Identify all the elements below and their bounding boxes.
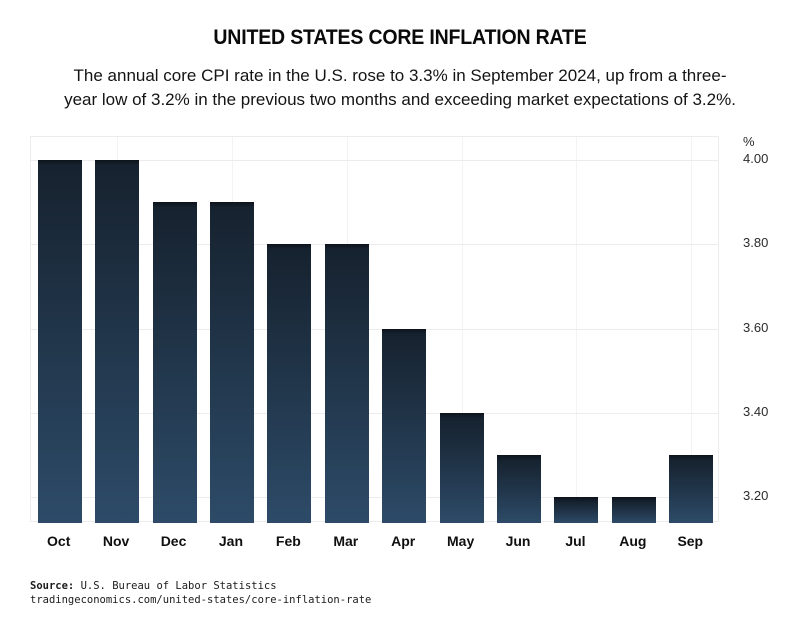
bar-feb — [267, 244, 312, 523]
source-footer: Source: U.S. Bureau of Labor Statistics … — [30, 579, 371, 607]
bar-jul — [554, 496, 599, 523]
x-tick-nov: Nov — [102, 533, 130, 549]
bar-dec — [152, 202, 197, 523]
x-tick-jun: Jun — [505, 533, 531, 549]
x-tick-mar: Mar — [333, 533, 359, 549]
x-tick-jul: Jul — [565, 533, 586, 549]
bar-nov — [95, 160, 140, 523]
bar-apr — [382, 328, 427, 523]
y-tick-3.40: 3.40 — [743, 403, 769, 419]
y-tick-3.60: 3.60 — [743, 319, 769, 335]
x-tick-jan: Jan — [218, 533, 244, 549]
subtitle-line-2: year low of 3.2% in the previous two mon… — [64, 90, 736, 109]
bar-aug — [611, 496, 656, 523]
x-tick-sep: Sep — [677, 533, 704, 549]
bar-mar — [324, 244, 369, 523]
gridline-h — [31, 328, 718, 330]
source-label: Source: — [30, 580, 75, 592]
y-tick-3.80: 3.80 — [743, 235, 769, 251]
gridline-h — [31, 496, 718, 498]
x-tick-may: May — [447, 533, 475, 549]
x-tick-oct: Oct — [47, 533, 71, 549]
x-tick-aug: Aug — [619, 533, 647, 549]
chart-subtitle: The annual core CPI rate in the U.S. ros… — [0, 64, 800, 112]
bar-jun — [497, 454, 542, 523]
x-axis: Oct Nov Dec Jan Feb Mar Apr May Jun Jul Aug Sep — [30, 522, 719, 558]
x-tick-apr: Apr — [391, 533, 416, 549]
gridline-h — [31, 244, 718, 246]
bar-chart: % 4.00 3.80 3.60 3.40 3.20 Oct Nov Dec Jan Feb Ma… — [30, 134, 768, 549]
bar-jan — [209, 202, 254, 523]
y-axis: % 4.00 3.80 3.60 3.40 3.20 — [719, 134, 789, 522]
source-line: Source: U.S. Bureau of Labor Statistics — [30, 579, 371, 593]
bar-sep — [669, 454, 714, 523]
y-tick-3.20: 3.20 — [743, 487, 769, 503]
plot-area — [30, 136, 719, 523]
bar-may — [439, 412, 484, 523]
x-tick-feb: Feb — [275, 533, 301, 549]
y-tick-4.00: 4.00 — [743, 151, 769, 167]
y-axis-unit: % — [743, 134, 755, 149]
chart-title: UNITED STATES CORE INFLATION RATE — [213, 26, 587, 49]
source-url: tradingeconomics.com/united-states/core-… — [30, 594, 372, 606]
source-text: U.S. Bureau of Labor Statistics — [80, 580, 277, 592]
gridline-h — [31, 160, 718, 162]
gridline-h — [31, 412, 718, 414]
x-tick-dec: Dec — [160, 533, 187, 549]
subtitle-line-1: The annual core CPI rate in the U.S. ros… — [73, 66, 727, 85]
bar-oct — [37, 160, 82, 523]
